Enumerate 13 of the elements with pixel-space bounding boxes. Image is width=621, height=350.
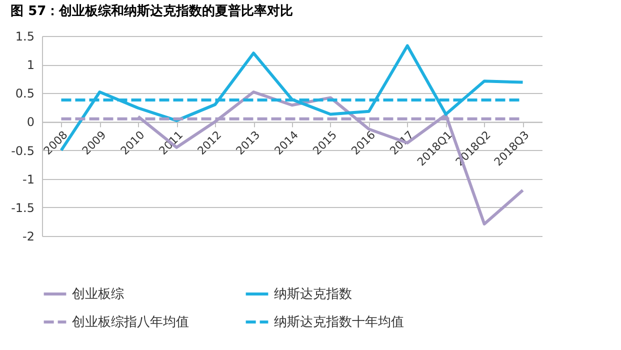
y-tick-label: 0.5: [15, 86, 34, 101]
legend-label: 纳斯达克指数: [274, 287, 352, 302]
chart-title: 图 57：创业板综和纳斯达克指数的夏普比率对比: [10, 3, 294, 19]
y-tick-label: -1: [22, 172, 34, 186]
y-tick-label: -0.5: [11, 144, 34, 158]
y-tick-label: 1: [26, 58, 34, 72]
legend-label: 纳斯达克指数十年均值: [274, 315, 404, 330]
y-tick-label: -1.5: [11, 200, 34, 215]
y-tick-label: 0: [26, 115, 34, 130]
legend-label: 创业板综指八年均值: [72, 315, 189, 330]
y-tick-label: 1.5: [15, 30, 34, 44]
legend-label: 创业板综: [72, 287, 124, 302]
y-tick-label: -2: [22, 230, 34, 244]
